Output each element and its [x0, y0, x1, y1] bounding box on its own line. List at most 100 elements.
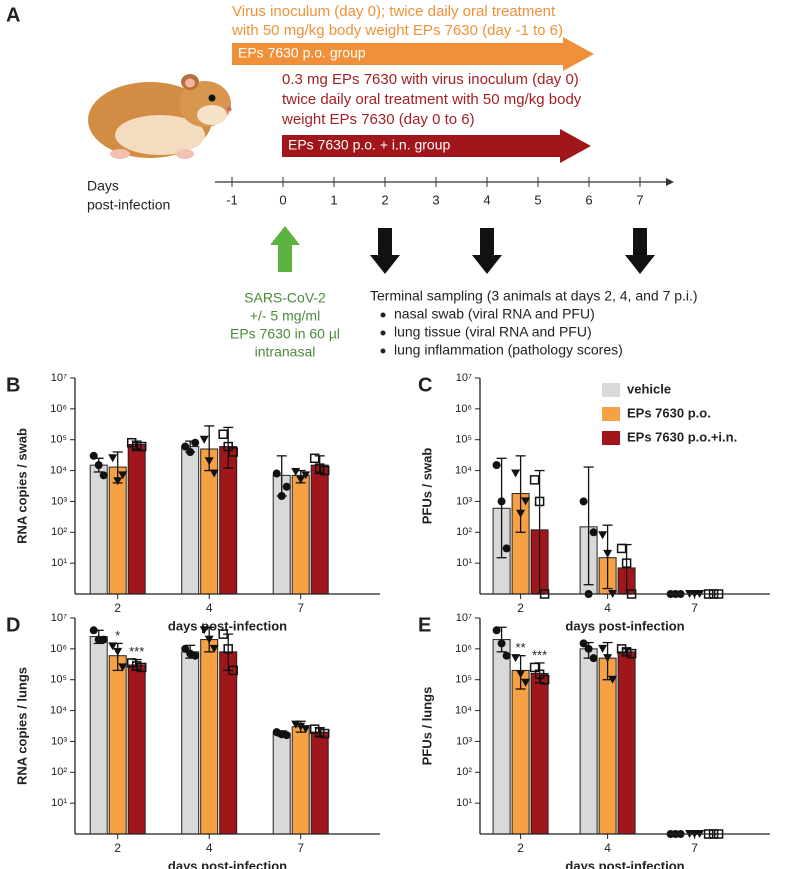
bar [108, 655, 127, 835]
x-tick-label: 2 [517, 841, 524, 855]
point [223, 441, 233, 452]
point [113, 647, 123, 656]
point [218, 429, 228, 440]
panel-label: A [6, 4, 20, 26]
point [296, 475, 306, 484]
point [579, 639, 588, 648]
bar [127, 443, 146, 595]
bar [89, 464, 108, 595]
y-tick-label: 10¹ [51, 797, 67, 809]
timeline-tick-label: 7 [636, 192, 643, 207]
point [616, 644, 627, 654]
point [539, 674, 550, 685]
x-axis-title: days post-infection [168, 618, 287, 633]
point [603, 549, 613, 558]
point [529, 475, 540, 485]
pin-arrow-label: EPs 7630 p.o. + i.n. group [288, 137, 450, 153]
point [492, 626, 501, 635]
y-tick-label: 10² [51, 526, 67, 538]
bar [127, 664, 146, 835]
point [282, 482, 291, 491]
point [108, 642, 118, 651]
point [603, 654, 613, 663]
bar [617, 651, 636, 835]
point [99, 635, 108, 644]
x-tick-label: 2 [517, 601, 524, 615]
panel-label: B [6, 374, 20, 396]
po-text: with 50 mg/kg body weight EPs 7630 (day … [231, 22, 563, 39]
x-tick-label: 4 [206, 841, 213, 855]
point [199, 626, 209, 635]
y-axis-title: RNA copies / swab [14, 428, 29, 544]
timeline-tick-label: 6 [585, 192, 592, 207]
point [497, 639, 506, 648]
x-axis-title: days post-infection [565, 858, 684, 869]
point [616, 543, 627, 554]
inoculation-text: +/- 5 mg/ml [250, 308, 320, 324]
point [534, 669, 545, 680]
timeline-tick-label: -1 [226, 192, 238, 207]
y-tick-label: 10⁶ [50, 403, 67, 415]
point [228, 447, 238, 457]
bullet [380, 348, 386, 354]
y-tick-label: 10² [456, 766, 472, 778]
y-tick-label: 10⁴ [455, 464, 472, 476]
panel-label: D [6, 614, 20, 636]
hamster [88, 74, 232, 159]
point [598, 644, 608, 653]
point [291, 467, 301, 476]
point [301, 725, 311, 734]
y-tick-label: 10⁶ [50, 643, 67, 655]
point [296, 722, 306, 731]
point [209, 644, 219, 653]
point [131, 441, 142, 452]
bar [530, 672, 549, 835]
point [223, 644, 233, 654]
bar [272, 733, 291, 835]
panel-label: E [418, 614, 431, 636]
y-tick-label: 10³ [456, 495, 472, 507]
sampling-title: Terminal sampling (3 animals at days 2, … [370, 288, 698, 304]
pin-text: 0.3 mg EPs 7630 with virus inoculum (day… [282, 71, 579, 88]
point [191, 651, 200, 660]
point [529, 662, 540, 673]
x-tick-label: 7 [297, 841, 304, 855]
point [136, 662, 147, 673]
bar [492, 639, 511, 835]
po-text: Virus inoculum (day 0); twice daily oral… [232, 3, 556, 20]
point [277, 491, 286, 500]
y-tick-label: 10⁷ [456, 372, 472, 384]
y-tick-label: 10⁵ [50, 434, 67, 446]
point [291, 720, 301, 729]
y-tick-label: 10³ [51, 495, 67, 507]
point [584, 644, 593, 653]
legend-label: vehicle [627, 381, 671, 396]
point [502, 651, 511, 660]
point [314, 463, 325, 473]
point [204, 457, 214, 466]
point [218, 629, 228, 639]
y-tick-label: 10⁷ [456, 612, 472, 624]
x-tick-label: 4 [604, 841, 611, 855]
sampling-item: lung tissue (viral RNA and PFU) [394, 324, 592, 340]
point [589, 654, 598, 663]
bar [89, 636, 108, 835]
legend-label: EPs 7630 p.o.+i.n. [627, 429, 737, 444]
point [118, 471, 128, 480]
point [228, 665, 238, 676]
point [598, 531, 608, 540]
y-tick-label: 10¹ [456, 557, 472, 569]
x-tick-label: 4 [206, 601, 213, 615]
point [534, 496, 545, 507]
y-tick-label: 10⁶ [455, 643, 472, 655]
point [186, 447, 195, 456]
point [309, 724, 320, 734]
y-tick-label: 10⁷ [51, 372, 67, 384]
point [94, 461, 103, 470]
point [204, 635, 214, 644]
bar [108, 466, 127, 595]
bar [181, 446, 200, 595]
point [181, 644, 190, 653]
y-tick-label: 10⁴ [50, 464, 67, 476]
